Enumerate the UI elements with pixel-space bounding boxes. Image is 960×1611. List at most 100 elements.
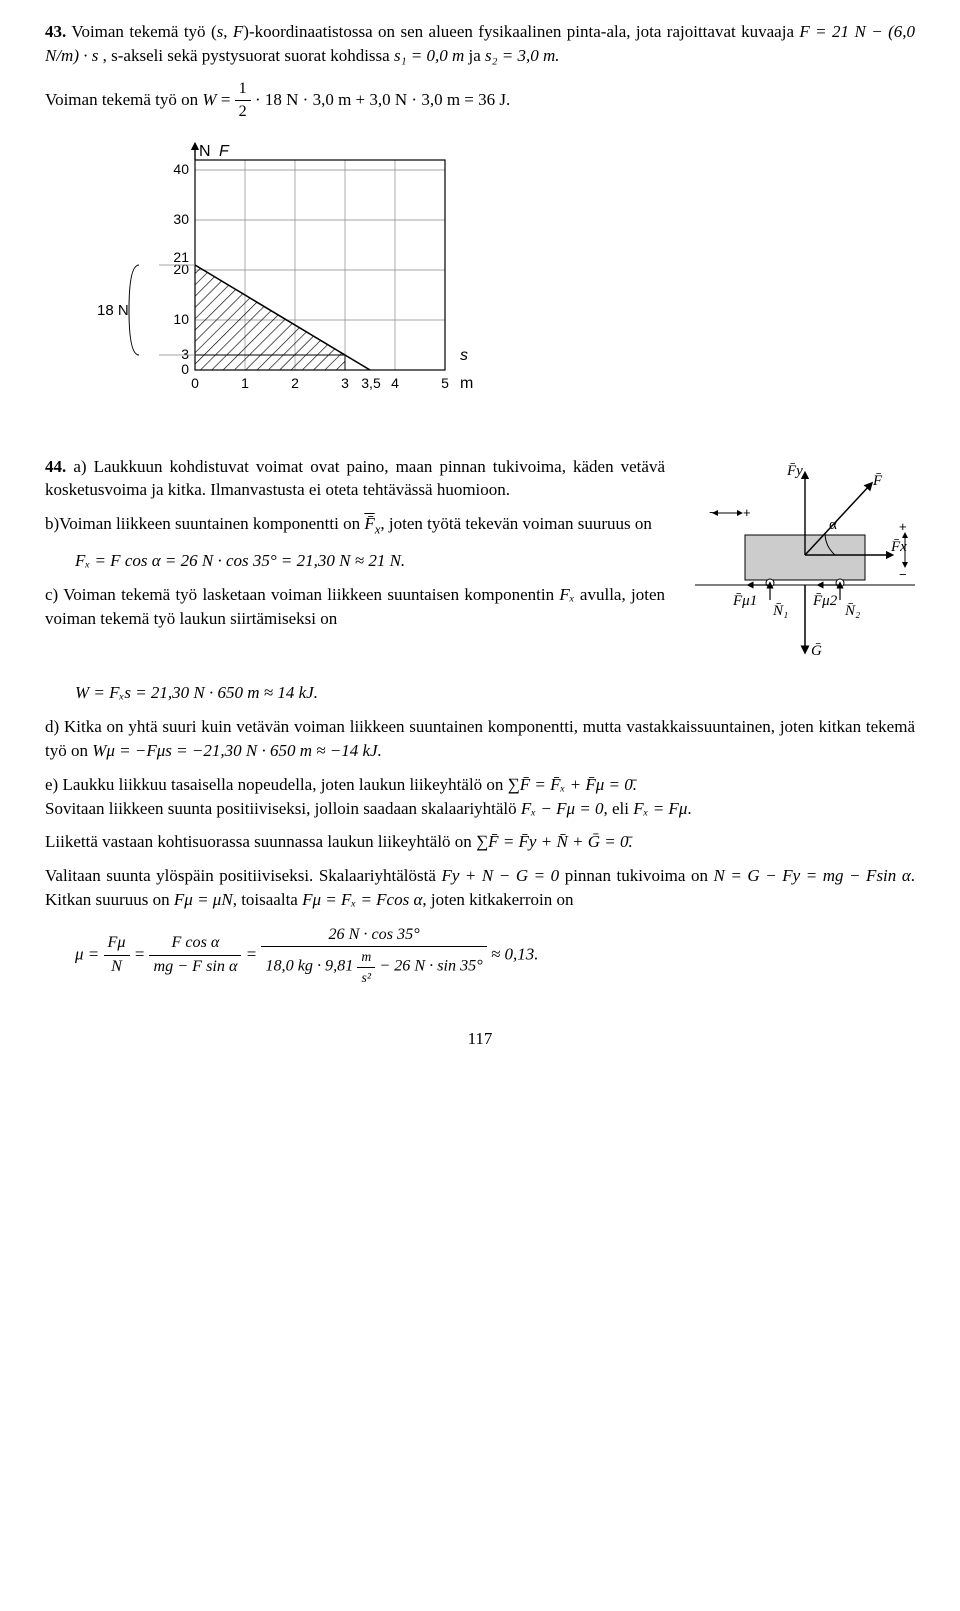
frac2: F cos α mg − F sin α xyxy=(149,932,241,978)
p43-para2: Voiman tekemä työ on W = 1 2 · 18 N · 3,… xyxy=(45,78,915,124)
frac2-num: F cos α xyxy=(149,932,241,956)
ytick-21: 21 xyxy=(173,249,189,265)
p44-g-eq3: Fμ = μN xyxy=(174,890,233,909)
p43-t1: Voiman tekemä työ ( xyxy=(71,22,216,41)
p44-e-4: . xyxy=(687,799,691,818)
xtick-2: 2 xyxy=(291,375,299,391)
xtick-3: 3 xyxy=(341,375,349,391)
eq-sign3: = xyxy=(246,944,262,963)
lbl-G: Ḡ xyxy=(811,643,822,659)
xtick-4: 4 xyxy=(391,375,399,391)
xlabel-m: m xyxy=(460,375,473,392)
p43-para1: 43. Voiman tekemä työ (s, F)-koordinaati… xyxy=(45,20,915,68)
p44-para-e: e) Laukku liikkuu tasaisella nopeudella,… xyxy=(45,773,915,821)
frac3-den-a: 18,0 kg · 9,81 xyxy=(265,958,357,975)
p44-g-5: , joten kitkakerroin on xyxy=(422,890,573,909)
p43-eq2: · 18 N · 3,0 m + 3,0 N · 3,0 m = 36 J. xyxy=(255,90,510,109)
lbl-alpha: α xyxy=(829,517,837,533)
p44-para-g: Valitaan suunta ylöspäin positiiviseksi.… xyxy=(45,864,915,912)
eq-sign1: = xyxy=(88,944,104,963)
eq-sign2: = xyxy=(134,944,150,963)
lbl-Fy: F̄y xyxy=(786,463,803,479)
p43-equals: = xyxy=(221,90,235,109)
p44-para-f: Liikettä vastaan kohtisuorassa suunnassa… xyxy=(45,830,915,854)
frac3-inner-num: m xyxy=(357,947,375,967)
p44-number: 44. xyxy=(45,457,66,476)
frac3-den: 18,0 kg · 9,81 ms² − 26 N · sin 35° xyxy=(261,947,486,986)
p44-e-eq1: ∑F̄ = F̄ₓ + F̄μ = 0̄. xyxy=(508,775,637,794)
p44-e-eq2: Fₓ − Fμ = 0 xyxy=(521,799,604,818)
p43-t5: ja xyxy=(464,46,485,65)
p43-chart-block: 0 3 10 20 21 30 40 0 1 2 3 3,5 4 5 N F s… xyxy=(85,140,915,427)
p44-c-1: c) Voiman tekemä työ lasketaan voiman li… xyxy=(45,585,559,604)
ytick-40: 40 xyxy=(173,161,189,177)
axis-minus: − xyxy=(709,505,717,520)
p44-d-eq: Wμ = −Fμs = −21,30 N · 650 m ≈ −14 kJ. xyxy=(92,741,382,760)
frac3-num: 26 N · cos 35° xyxy=(261,924,486,948)
xtick-5: 5 xyxy=(441,375,449,391)
p43-t6: Voiman tekemä työ on xyxy=(45,90,202,109)
xtick-35: 3,5 xyxy=(361,375,381,391)
ytick-0: 0 xyxy=(181,361,189,377)
xtick-1: 1 xyxy=(241,375,249,391)
xtick-0: 0 xyxy=(191,375,199,391)
p43-t3: )-koordinaatistossa on sen alueen fysika… xyxy=(243,22,799,41)
p44-b-1a: b)Voiman liikkeen suuntainen komponentti… xyxy=(45,514,364,533)
p44-para-a: 44. a) Laukkuun kohdistuvat voimat ovat … xyxy=(45,455,665,503)
p44-a-text: a) Laukkuun kohdistuvat voimat ovat pain… xyxy=(45,457,665,500)
p43-frac-den: 2 xyxy=(235,101,251,124)
p43-W: W xyxy=(202,90,216,109)
p43-t4: , s-akseli sekä pystysuorat suorat kohdi… xyxy=(98,46,394,65)
frac1: Fμ N xyxy=(104,932,130,978)
free-body-diagram: − + + − F̄y F̄ F̄x α F̄μ1 N̄₁ F̄μ2 N̄₂ Ḡ xyxy=(695,455,915,675)
p44-para-d: d) Kitka on yhtä suuri kuin vetävän voim… xyxy=(45,715,915,763)
p43-frac: 1 2 xyxy=(235,78,251,124)
ytick-30: 30 xyxy=(173,211,189,227)
frac2-den: mg − F sin α xyxy=(149,956,241,979)
ytick-3: 3 xyxy=(181,346,189,362)
frac3-den-b: − 26 N · sin 35° xyxy=(375,958,482,975)
frac3-inner-den: s² xyxy=(357,968,375,987)
p44-eq-c: W = Fₓs = 21,30 N · 650 m ≈ 14 kJ. xyxy=(75,681,915,705)
p44-para-c: c) Voiman tekemä työ lasketaan voiman li… xyxy=(45,583,665,631)
lbl-Fx: F̄x xyxy=(890,539,907,555)
frac1-num: Fμ xyxy=(104,932,130,956)
frac3-inner: ms² xyxy=(357,947,375,986)
final-approx: ≈ 0,13. xyxy=(491,944,539,963)
bracket-label: 18 N xyxy=(97,302,129,319)
p44-fbd: − + + − F̄y F̄ F̄x α F̄μ1 N̄₁ F̄μ2 N̄₂ Ḡ xyxy=(695,455,915,682)
p44-c-Fx: Fₓ xyxy=(559,585,574,604)
p44-g-1: Valitaan suunta ylöspäin positiiviseksi.… xyxy=(45,866,441,885)
p44-b-Fx: F̄x xyxy=(364,514,380,533)
p43-frac-num: 1 xyxy=(235,78,251,102)
p44-eq-b: Fₓ = F cos α = 26 N · cos 35° = 21,30 N … xyxy=(75,549,665,573)
p44-g-eq4: Fμ = Fₓ = Fcos α xyxy=(302,890,422,909)
frac1-den: N xyxy=(104,956,130,979)
ytick-10: 10 xyxy=(173,311,189,327)
p44-f-eq: ∑F̄ = F̄y + N̄ + Ḡ = 0̄. xyxy=(476,832,633,851)
axis-plus: + xyxy=(743,505,751,520)
p44-g-2: pinnan tukivoima on xyxy=(559,866,713,885)
p43-s1: s₁ = 0,0 m xyxy=(394,46,464,65)
p44-two-col: 44. a) Laukkuun kohdistuvat voimat ovat … xyxy=(45,455,915,682)
p44-e-3: , eli xyxy=(604,799,634,818)
ylabel-N: N xyxy=(199,143,211,160)
lbl-N1: N̄₁ xyxy=(772,603,788,619)
p44-para-b: b)Voiman liikkeen suuntainen komponentti… xyxy=(45,512,665,539)
lbl-Fmu1: F̄μ1 xyxy=(732,593,757,609)
p44-g-eq1: Fy + N − G = 0 xyxy=(441,866,559,885)
ylabel-F: F xyxy=(219,143,230,160)
p43-t2: , xyxy=(223,22,233,41)
p44-f-1: Liikettä vastaan kohtisuorassa suunnassa… xyxy=(45,832,476,851)
p44-b-1b: , joten työtä tekevän voiman suuruus on xyxy=(380,514,651,533)
p44-e-2: Sovitaan liikkeen suunta positiiviseksi,… xyxy=(45,799,521,818)
mu: μ xyxy=(75,944,84,963)
axis-plus-v: + xyxy=(899,519,907,534)
xlabel-s: s xyxy=(460,347,468,364)
p43-s2: s₂ = 3,0 m. xyxy=(485,46,560,65)
page-number: 117 xyxy=(45,1027,915,1051)
lbl-Fmu2: F̄μ2 xyxy=(812,593,838,609)
lbl-F: F̄ xyxy=(872,473,883,489)
p43-F: F xyxy=(233,22,243,41)
p43-number: 43. xyxy=(45,22,66,41)
